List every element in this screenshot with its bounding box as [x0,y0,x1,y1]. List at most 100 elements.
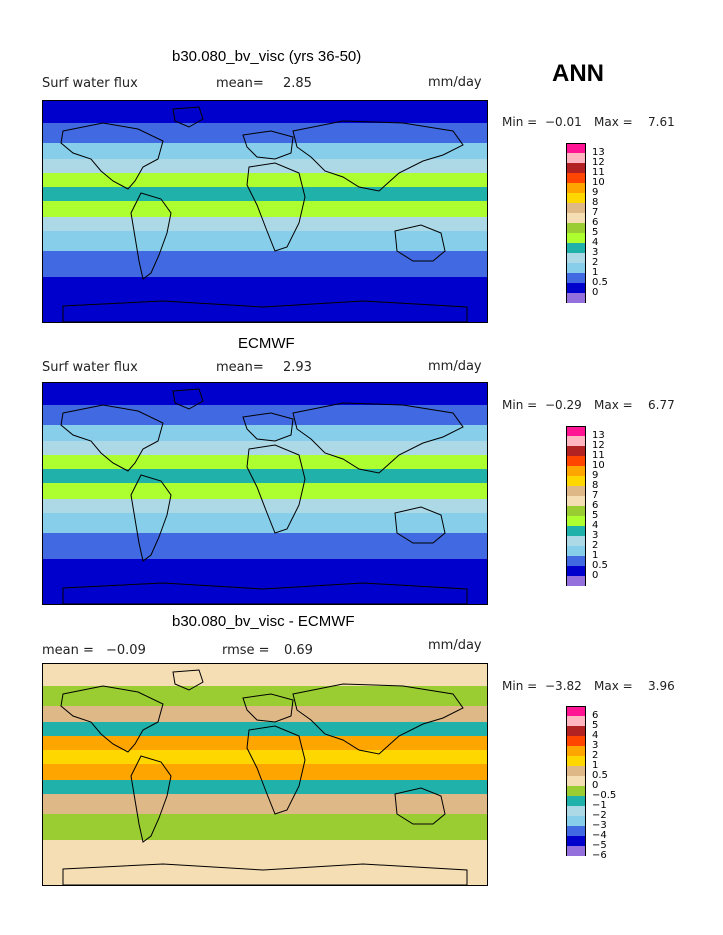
coastline [130,755,172,843]
legend-swatch [566,446,586,456]
legend-swatch [566,273,586,283]
legend-swatch [566,193,586,203]
legend-swatch [566,213,586,223]
legend-swatch [566,183,586,193]
units-label: mm/day [428,75,482,90]
legend-level-label: 3 [592,530,599,541]
min-label: Min = [502,115,538,129]
global-map [42,663,488,886]
legend-swatch [566,476,586,486]
legend-swatch [566,233,586,243]
legend-level-label: 0.5 [592,770,608,781]
legend-swatch [566,806,586,816]
coastline [242,412,294,442]
coastline [60,685,164,753]
legend-swatch [566,506,586,516]
panel-title: ECMWF [238,335,295,352]
legend-level-label: 1 [592,550,599,561]
legend-level-label: 6 [592,217,599,228]
legend-level-label: 5 [592,510,599,521]
legend-swatch [566,796,586,806]
mean-label: mean= [216,76,264,91]
legend-swatch [566,766,586,776]
legend-level-label: −4 [592,830,607,841]
max-label: Max = [594,679,633,693]
variable-label: Surf water flux [42,76,138,91]
legend-swatch [566,223,586,233]
coastline [394,787,446,825]
contour-band [43,706,487,722]
legend-swatch [566,173,586,183]
legend-level-label: 3 [592,740,599,751]
legend-swatch [566,293,586,303]
min-label: Min = [502,679,538,693]
legend-level-label: 5 [592,720,599,731]
legend-level-label: 0 [592,780,599,791]
legend-swatch [566,716,586,726]
legend-swatch [566,516,586,526]
coastline [60,404,164,472]
contour-band [43,533,487,559]
max-value: 6.77 [648,398,675,412]
mean-label: mean = [42,643,94,658]
contour-band [43,750,487,764]
legend-swatch [566,536,586,546]
coastline [242,130,294,160]
legend-level-label: 13 [592,430,605,441]
legend-level-label: −6 [592,850,607,861]
legend-swatch [566,263,586,273]
legend-level-label: 2 [592,257,599,268]
legend-swatch [566,283,586,293]
legend-level-label: 11 [592,450,605,461]
contour-band [43,686,487,706]
legend-swatch [566,786,586,796]
contour-band [43,425,487,441]
contour-band [43,455,487,469]
min-value: −0.29 [545,398,582,412]
coastline [62,863,468,885]
contour-band [43,513,487,533]
legend-swatch [566,203,586,213]
units-label: mm/day [428,638,482,653]
contour-band [43,441,487,455]
legend-swatch [566,816,586,826]
legend-level-label: 13 [592,147,605,158]
contour-band [43,559,487,604]
legend-level-label: 1 [592,267,599,278]
coastline [394,506,446,544]
legend-level-label: 9 [592,470,599,481]
legend-swatch [566,466,586,476]
legend-level-label: 4 [592,237,599,248]
contour-band [43,143,487,159]
legend-level-label: −2 [592,810,607,821]
contour-band [43,187,487,201]
legend-swatch [566,426,586,436]
mean-label: mean= [216,360,264,375]
mean-value: 2.85 [283,76,312,91]
coastline [172,106,204,128]
panel-title: b30.080_bv_visc - ECMWF [172,613,355,630]
contour-band [43,664,487,686]
legend-level-label: −0.5 [592,790,617,801]
legend-level-label: 3 [592,247,599,258]
legend-swatch [566,846,586,856]
contour-band [43,101,487,123]
min-label: Min = [502,398,538,412]
legend-swatch [566,726,586,736]
legend-level-label: 2 [592,750,599,761]
coastline [172,388,204,410]
contour-band [43,201,487,217]
legend-level-label: −1 [592,800,607,811]
legend-swatch [566,756,586,766]
coastline [62,582,468,604]
global-map [42,100,488,323]
legend-level-label: 8 [592,197,599,208]
legend-swatch [566,566,586,576]
legend-swatch [566,163,586,173]
contour-band [43,217,487,231]
legend-level-label: 7 [592,490,599,501]
legend-level-label: 12 [592,440,605,451]
legend-swatch [566,526,586,536]
mean-value: −0.09 [106,643,146,658]
color-legend: 6 5 4 3 2 1 0.5 0 −0.5 −1 −2 −3 −4 −5 −6 [566,706,616,861]
